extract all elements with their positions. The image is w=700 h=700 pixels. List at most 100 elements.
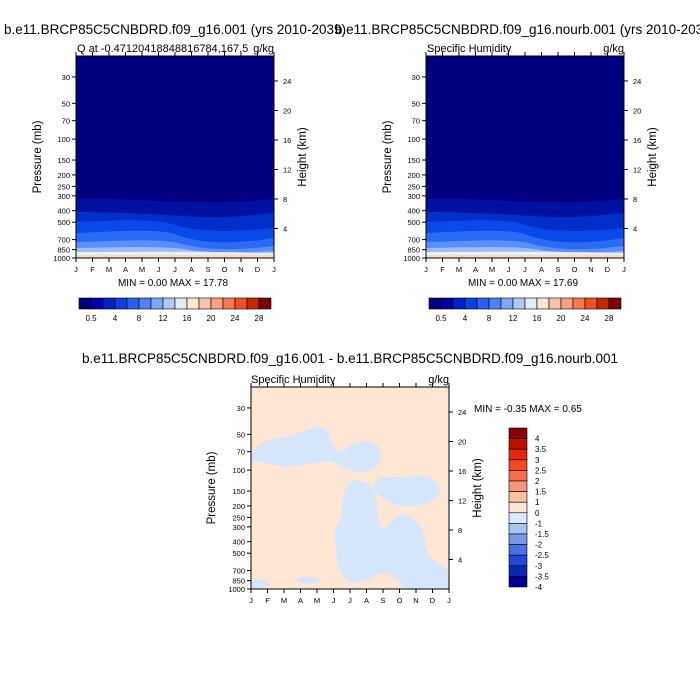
panel-diff-colorbar-swatch <box>508 565 528 577</box>
panel-right-minmax: MIN = 0.00 MAX = 17.69 <box>468 278 578 289</box>
panel-left-pressure-tick-label: 50 <box>62 99 70 108</box>
panel-left-units-label: g/kg <box>253 43 274 55</box>
panel-diff-colorbar-label: -4 <box>535 583 543 592</box>
panel-left-pressure-tick-label: 700 <box>57 236 70 245</box>
panel-diff-height-tick-label: 4 <box>458 555 462 564</box>
panel-right-colorbar-label: 28 <box>605 314 614 323</box>
panel-left: b.e11.BRCP85C5CNBDRD.f09_g16.001 (yrs 20… <box>4 22 346 323</box>
panel-diff-colorbar-swatch <box>508 438 528 450</box>
panel-diff-month-tick-label: O <box>397 596 403 605</box>
panel-left-pressure-tick-label: 500 <box>57 218 70 227</box>
panel-diff-month-tick-label: S <box>380 596 385 605</box>
panel-left-colorbar-swatch <box>90 297 104 310</box>
panel-diff-height-tick-label: 20 <box>458 437 466 446</box>
panel-right-colorbar-label: 12 <box>509 314 518 323</box>
panel-right-height-tick-label: 16 <box>633 136 641 145</box>
panel-left-colorbar-label: 28 <box>255 314 264 323</box>
panel-right-pressure-tick-label: 30 <box>412 73 420 82</box>
panel-diff-month-tick-label: J <box>447 596 451 605</box>
panel-left-colorbar-label: 12 <box>159 314 168 323</box>
panel-left-month-tick-label: J <box>157 265 161 274</box>
panel-right-colorbar-swatch <box>524 297 538 310</box>
panel-left-colorbar-swatch <box>78 297 92 310</box>
panel-right: b.e11.BRCP85C5CNBDRD.f09_g16.nourb.001 (… <box>335 22 700 323</box>
panel-right-colorbar-label: 0.5 <box>435 314 447 323</box>
panel-diff-month-tick-label: J <box>348 596 352 605</box>
panel-left-pressure-tick-label: 400 <box>57 207 70 216</box>
panel-diff-colorbar-label: -2.5 <box>535 551 549 560</box>
panel-diff-colorbar-swatch <box>508 533 528 545</box>
panel-right-month-tick-label: O <box>572 265 578 274</box>
panel-left-colorbar-swatch <box>210 297 224 310</box>
panel-diff-height-tick-label: 24 <box>458 408 466 417</box>
panel-diff-colorbar-swatch <box>508 501 528 514</box>
panel-diff-height-tick-label: 8 <box>458 526 462 535</box>
panel-right-month-tick-label: A <box>473 265 478 274</box>
panel-diff: b.e11.BRCP85C5CNBDRD.f09_g16.001 - b.e11… <box>82 351 618 605</box>
panel-right-y-right-label: Height (km) <box>647 127 659 187</box>
panel-left-colorbar-swatch <box>138 297 152 310</box>
panel-left-height-tick-label: 4 <box>283 224 287 233</box>
panel-right-colorbar-swatch <box>572 297 586 310</box>
panel-diff-colorbar-swatch <box>508 491 528 503</box>
panel-left-month-tick-label: J <box>173 265 177 274</box>
panel-diff-pressure-tick-label: 50 <box>237 430 245 439</box>
panel-left-month-tick-label: A <box>123 265 128 274</box>
panel-right-pressure-tick-label: 50 <box>412 99 420 108</box>
panel-diff-pressure-tick-label: 500 <box>232 549 245 558</box>
panel-right-colorbar-swatch <box>476 297 490 310</box>
panel-left-y-right-label: Height (km) <box>297 127 309 187</box>
panel-left-title: b.e11.BRCP85C5CNBDRD.f09_g16.001 (yrs 20… <box>4 22 346 37</box>
panel-left-colorbar-swatch <box>150 297 164 310</box>
panel-diff-colorbar-label: 4 <box>535 435 540 444</box>
panel-right-pressure-tick-label: 250 <box>407 182 420 191</box>
panel-right-height-tick-label: 4 <box>633 224 637 233</box>
panel-diff-month-tick-label: A <box>298 596 303 605</box>
panel-right-pressure-tick-label: 400 <box>407 207 420 216</box>
panel-left-variable-label: Q at -0.47120418848816784,167.5 <box>77 43 248 55</box>
panel-right-month-tick-label: J <box>622 265 626 274</box>
panel-right-colorbar-swatch <box>596 297 610 310</box>
panel-diff-month-tick-label: N <box>413 596 418 605</box>
panel-diff-pressure-tick-label: 300 <box>232 523 245 532</box>
panel-diff-colorbar-label: -1.5 <box>535 530 549 539</box>
panel-right-month-tick-label: A <box>539 265 544 274</box>
panel-diff-colorbar-swatch <box>508 480 528 492</box>
panel-left-pressure-tick-label: 300 <box>57 192 70 201</box>
panel-diff-contours <box>251 387 449 589</box>
panel-diff-colorbar-label: 2 <box>535 477 540 486</box>
panel-diff-units-label: g/kg <box>428 374 449 386</box>
panel-left-pressure-tick-label: 850 <box>57 246 70 255</box>
panel-left-colorbar-swatch <box>102 297 116 310</box>
panel-right-colorbar: 0.5 4 8 12 16 20 24 28 <box>428 297 622 323</box>
panel-right-colorbar-swatch <box>428 297 442 310</box>
panel-right-month-tick-label: J <box>523 265 527 274</box>
panel-left-month-tick-label: F <box>90 265 95 274</box>
panel-left-colorbar-label: 0.5 <box>85 314 97 323</box>
panel-diff-colorbar-label: 3.5 <box>535 445 547 454</box>
panel-right-colorbar-swatch <box>584 297 598 310</box>
panel-right-title: b.e11.BRCP85C5CNBDRD.f09_g16.nourb.001 (… <box>335 22 700 37</box>
panel-right-colorbar-label: 8 <box>487 314 492 323</box>
panel-right-height-tick-label: 20 <box>633 106 641 115</box>
panel-right-pressure-tick-label: 200 <box>407 171 420 180</box>
panel-diff-colorbar-swatch <box>508 523 528 535</box>
panel-right-pressure-tick-label: 100 <box>407 135 420 144</box>
panel-diff-month-tick-label: F <box>265 596 270 605</box>
panel-left-pressure-tick-label: 200 <box>57 171 70 180</box>
panel-left-colorbar-swatch <box>186 297 200 310</box>
panel-diff-height-tick-label: 16 <box>458 467 466 476</box>
panel-diff-colorbar-swatch <box>508 448 528 461</box>
panel-right-height-tick-label: 8 <box>633 195 637 204</box>
panel-left-month-tick-label: M <box>139 265 145 274</box>
panel-right-colorbar-swatch <box>488 297 502 310</box>
panel-left-height-tick-label: 16 <box>283 136 291 145</box>
panel-left-colorbar-swatch <box>162 297 176 310</box>
panel-left-colorbar-label: 24 <box>231 314 240 323</box>
panel-left-pressure-tick-label: 100 <box>57 135 70 144</box>
panel-diff-pressure-tick-label: 850 <box>232 577 245 586</box>
panel-right-height-tick-label: 12 <box>633 165 641 174</box>
panel-diff-pressure-tick-label: 30 <box>237 404 245 413</box>
panel-right-month-tick-label: M <box>456 265 462 274</box>
